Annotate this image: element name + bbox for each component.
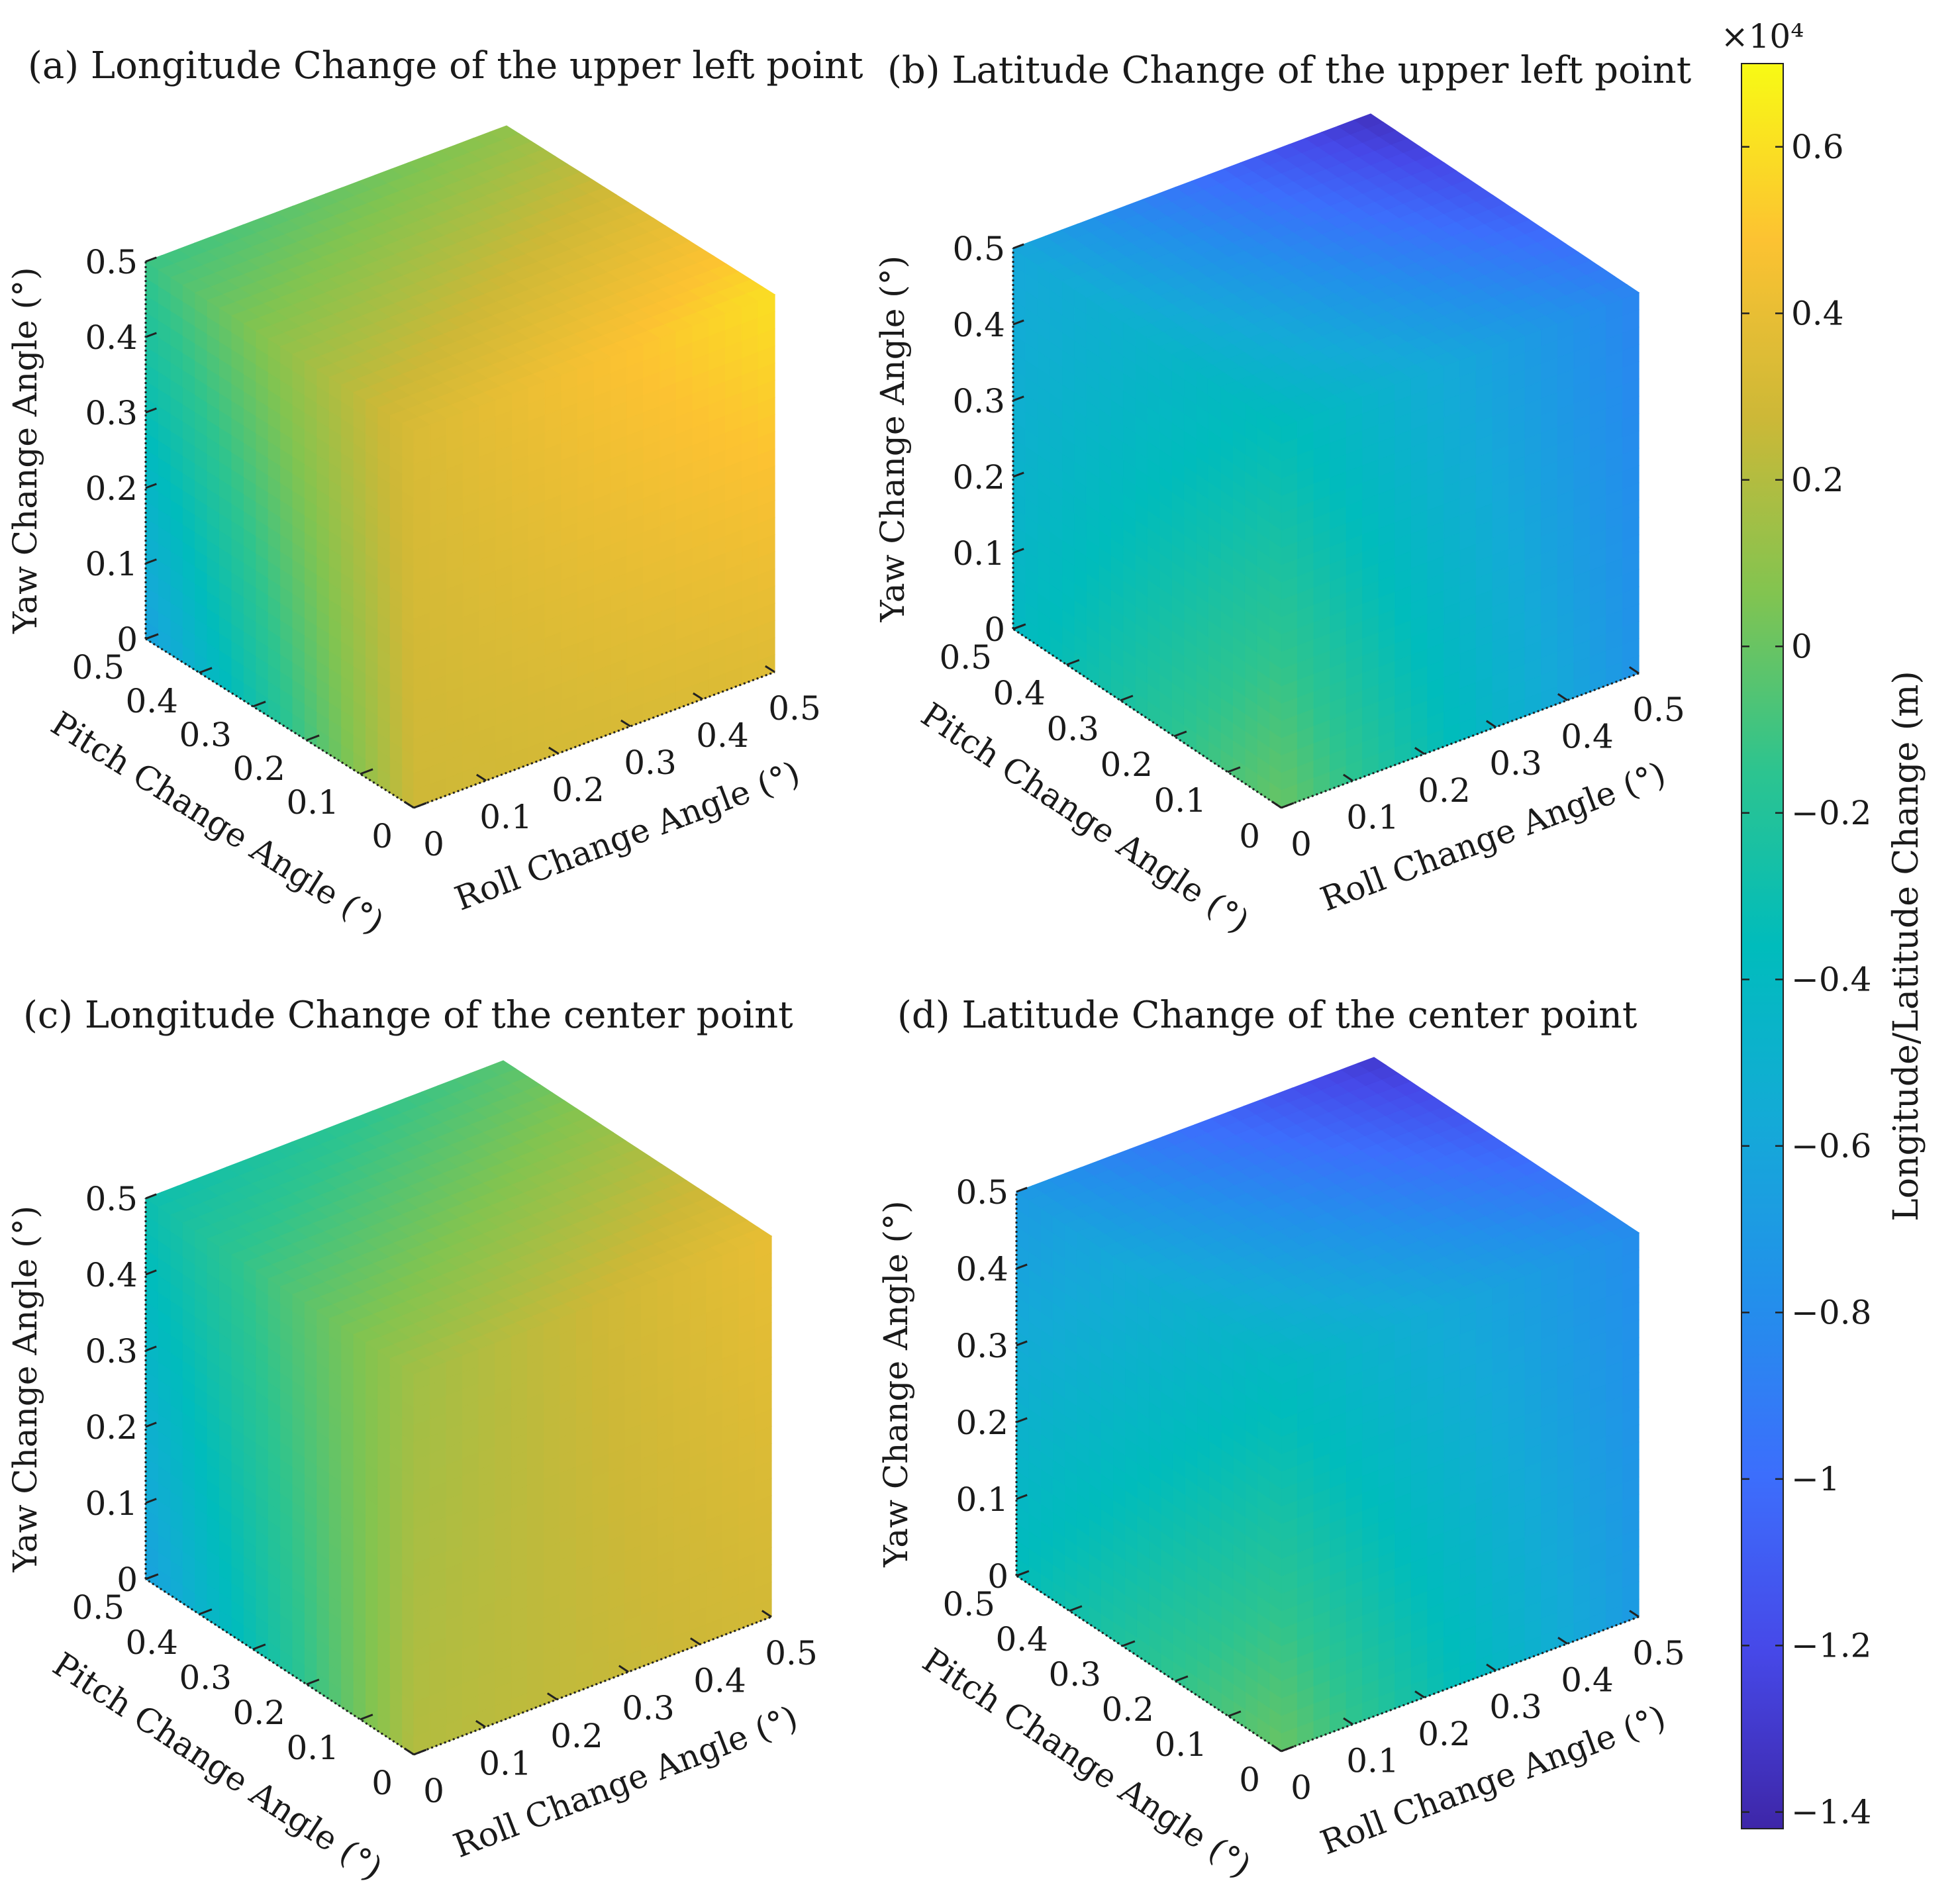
yaw-tick-label: 0.5 <box>85 243 138 281</box>
pitch-tick-label: 0.1 <box>286 783 339 822</box>
pitch-tick-label: 0.3 <box>179 716 232 754</box>
roll-tick-label: 0.4 <box>693 1662 746 1700</box>
roll-tick-label: 0.4 <box>1561 718 1614 756</box>
roll-tick-label: 0.1 <box>1346 798 1399 836</box>
panel-d: 00.10.20.30.40.500.10.20.30.40.500.10.20… <box>877 994 1685 1881</box>
roll-tick-label: 0.3 <box>1489 744 1542 783</box>
yaw-tick-label: 0.2 <box>85 469 138 508</box>
roll-tick-label: 0.1 <box>479 798 532 836</box>
panel-a: 00.10.20.30.40.500.10.20.30.40.500.10.20… <box>6 44 863 942</box>
yaw-tick-label: 0.2 <box>85 1408 138 1447</box>
yaw-tick-label: 0.3 <box>85 1332 138 1371</box>
roll-tick-label: 0.3 <box>624 744 677 782</box>
pitch-tick-label: 0 <box>371 817 393 855</box>
yaw-tick-label: 0.5 <box>952 230 1005 268</box>
yaw-tick-label: 0 <box>117 1561 138 1599</box>
roll-tick-label: 0.3 <box>622 1689 675 1727</box>
panel-b: 00.10.20.30.40.500.10.20.30.40.500.10.20… <box>873 49 1692 941</box>
roll-tick-label: 0 <box>423 1772 444 1810</box>
pitch-tick-label: 0.4 <box>125 1623 178 1662</box>
roll-tick-label: 0.2 <box>552 771 605 809</box>
yaw-tick-label: 0.1 <box>952 534 1005 573</box>
panel-title: (c) Longitude Change of the center point <box>23 994 793 1037</box>
yaw-tick-label: 0.5 <box>85 1180 138 1218</box>
yaw-tick-label: 0.1 <box>85 545 138 583</box>
pitch-tick-label: 0.2 <box>1100 746 1153 784</box>
yaw-axis-label: Yaw Change Angle (°) <box>6 267 44 634</box>
panel-title: (a) Longitude Change of the upper left p… <box>28 44 863 87</box>
yaw-tick-label: 0 <box>984 610 1005 649</box>
pitch-tick-label: 0.4 <box>125 682 178 720</box>
pitch-tick-label: 0 <box>1239 817 1260 855</box>
yaw-tick-label: 0.3 <box>85 394 138 432</box>
panel-title: (b) Latitude Change of the upper left po… <box>887 49 1692 92</box>
roll-tick-label: 0.2 <box>1418 771 1471 810</box>
yaw-tick-label: 0.4 <box>952 306 1005 344</box>
roll-tick-label: 0 <box>423 825 444 863</box>
roll-tick-label: 0.5 <box>1632 691 1685 729</box>
pitch-tick-label: 0.2 <box>232 1694 285 1732</box>
pitch-tick-label: 0.1 <box>286 1729 339 1767</box>
yaw-tick-label: 0.2 <box>952 458 1005 497</box>
pitch-tick-label: 0.4 <box>993 674 1046 712</box>
yaw-tick-label: 0.3 <box>952 382 1005 420</box>
pitch-tick-label: 0.3 <box>179 1659 232 1697</box>
roll-tick-label: 0.1 <box>479 1744 532 1782</box>
roll-tick-label: 0 <box>1291 825 1312 863</box>
panel-c: 00.10.20.30.40.500.10.20.30.40.500.10.20… <box>6 994 818 1881</box>
yaw-tick-label: 0.1 <box>85 1484 138 1523</box>
roll-tick-label: 0.2 <box>550 1717 603 1755</box>
roll-tick-label: 0.5 <box>768 689 821 728</box>
pitch-tick-label: 0 <box>371 1764 393 1802</box>
panels: 00.10.20.30.40.500.10.20.30.40.500.10.20… <box>6 44 1692 1881</box>
yaw-tick-label: 0.4 <box>85 1256 138 1294</box>
yaw-tick-label: 0.4 <box>85 318 138 357</box>
yaw-tick-label: 0 <box>117 620 138 659</box>
pitch-tick-label: 0.3 <box>1046 710 1099 748</box>
roll-tick-label: 0.4 <box>696 716 749 755</box>
pitch-tick-label: 0.1 <box>1153 781 1206 820</box>
roll-tick-label: 0.5 <box>765 1634 818 1672</box>
pitch-tick-label: 0.2 <box>232 749 285 788</box>
yaw-axis-label: Yaw Change Angle (°) <box>6 1206 44 1572</box>
yaw-axis-label: Yaw Change Angle (°) <box>873 256 912 622</box>
